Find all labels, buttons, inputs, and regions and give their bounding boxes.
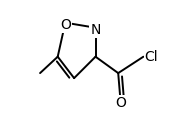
Text: O: O bbox=[60, 18, 71, 32]
Text: O: O bbox=[115, 96, 126, 110]
Text: Cl: Cl bbox=[145, 50, 158, 64]
Text: N: N bbox=[90, 23, 101, 37]
